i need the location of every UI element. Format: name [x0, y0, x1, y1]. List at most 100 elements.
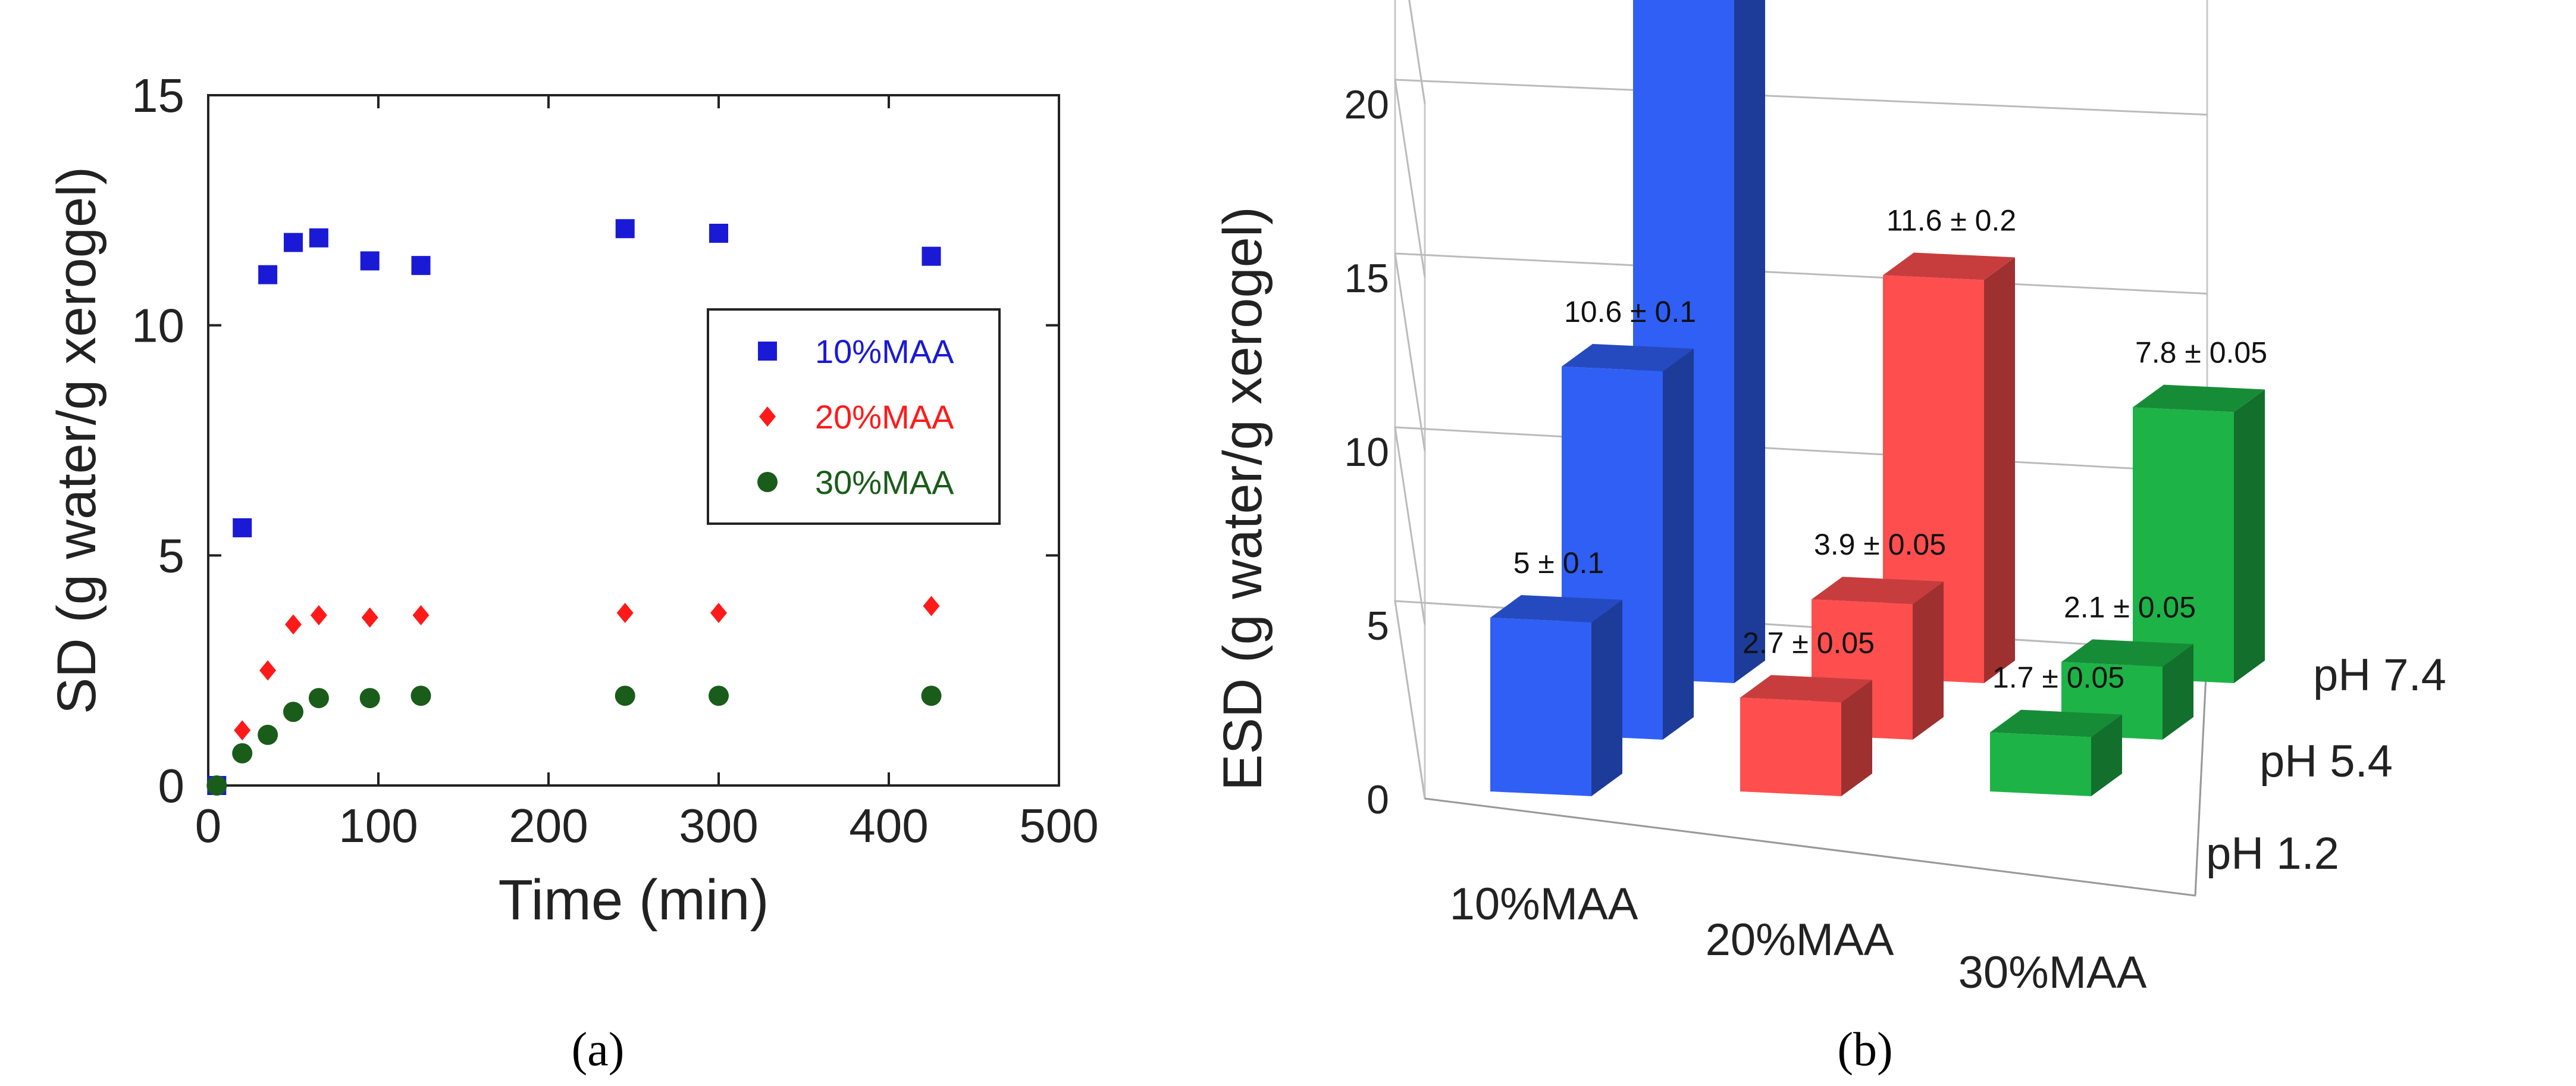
panel-a-scatter-chart: 0 100 200 300 400 500 0 5 10 15 10%MAA 20%MAA 30%MA… [46, 69, 1099, 1076]
y-tick-label: 15 [131, 69, 184, 122]
bar-side-face [2163, 644, 2193, 740]
y-axis-label: ESD (g water/g xerogel) [1212, 206, 1273, 791]
point-30%MAA [258, 724, 278, 745]
depth-category-label: pH 1.2 [2206, 828, 2339, 879]
bar-top-face [1740, 675, 1872, 703]
legend-box [707, 308, 1001, 525]
bar-side-face [1984, 257, 2015, 683]
data-label: 3.9 ± 0.05 [1814, 528, 1946, 561]
panel-label-b: (b) [1837, 1024, 1892, 1076]
plot-frame [207, 94, 1060, 787]
legend-marker-20%MAA [759, 406, 776, 427]
bar-front-face [1490, 618, 1591, 796]
y-tick-label: 10 [131, 299, 184, 352]
bar-top-face [1812, 577, 1944, 605]
axis-ticks: 0 100 200 300 400 500 0 5 10 15 [131, 69, 1099, 852]
side-wall [1394, 0, 1426, 799]
bar-side-face [2091, 714, 2122, 796]
bars [1490, 0, 2265, 796]
axis-ticks: 0 5 10 15 20 10%MAA 20%MAA 30%MAA pH 1.2 pH 5.4 pH… [1344, 82, 2446, 998]
bar-10%MAA-pH 1.2 [1490, 595, 1622, 796]
point-20%MAA [710, 603, 727, 623]
depth-category-label: pH 5.4 [2260, 736, 2393, 787]
bar-front-face [1990, 732, 2091, 796]
bar-front-face [2133, 407, 2234, 683]
bar-side-face [1734, 0, 1765, 683]
x-tick-label: 0 [195, 799, 222, 852]
bar-front-face [1740, 697, 1841, 796]
data-label: 2.7 ± 0.05 [1743, 626, 1875, 659]
point-30%MAA [615, 686, 635, 706]
panel-label-a: (a) [572, 1024, 625, 1076]
x-tick-label: 400 [849, 799, 928, 852]
point-10%MAA [922, 246, 941, 266]
x-axis-label: Time (min) [498, 868, 769, 932]
bar-top-face [2133, 384, 2265, 412]
point-10%MAA [411, 256, 431, 276]
data-label: 11.6 ± 0.2 [1886, 204, 2016, 237]
category-label: 20%MAA [1706, 915, 1894, 965]
data-label: 5 ± 0.1 [1513, 546, 1604, 580]
bar-side-face [1591, 600, 1622, 796]
legend: 10%MAA 20%MAA 30%MAA [707, 308, 1001, 525]
point-30%MAA [308, 688, 329, 709]
x-axis-line [1424, 797, 2196, 897]
bar-side-face [1841, 680, 1872, 796]
depth-axis-line [2194, 651, 2208, 896]
point-10%MAA [360, 251, 380, 271]
panel-b-3d-bar-chart: 0 5 10 15 20 10%MAA 20%MAA 30%MAA pH 1.2 pH 5.4 pH… [1212, 0, 2446, 1076]
legend-marker-30%MAA [757, 472, 778, 492]
point-30%MAA [232, 743, 253, 763]
y-tick-label: 0 [1367, 777, 1389, 822]
gridline [1408, 0, 1426, 104]
point-20%MAA [234, 720, 251, 741]
point-20%MAA [616, 603, 634, 623]
x-tick-label: 300 [679, 799, 758, 852]
legend-label: 10%MAA [815, 333, 954, 370]
data-points [206, 219, 942, 796]
y-tick-label: 15 [1344, 256, 1389, 301]
y-tick-label: 10 [1344, 430, 1389, 475]
gridline [1394, 79, 2208, 278]
point-30%MAA [283, 702, 303, 722]
point-20%MAA [923, 596, 940, 616]
category-label: 10%MAA [1450, 879, 1638, 929]
legend-label: 30%MAA [815, 464, 954, 501]
point-10%MAA [709, 224, 728, 243]
point-10%MAA [309, 228, 328, 248]
bar-30%MAA-pH 1.2 [1990, 709, 2122, 796]
point-30%MAA [410, 686, 431, 706]
bar-side-face [1913, 581, 1944, 740]
bar-30%MAA-pH 7.4 [2133, 384, 2265, 683]
y-tick-label: 0 [158, 759, 185, 812]
data-label: 10.6 ± 0.1 [1564, 295, 1696, 328]
bar-top-face [1883, 252, 2015, 280]
bar-top-face [1562, 343, 1694, 371]
point-30%MAA [359, 688, 380, 709]
legend-label: 20%MAA [815, 398, 954, 436]
bar-20%MAA-pH 1.2 [1740, 675, 1872, 796]
bar-top-face [1490, 595, 1622, 622]
bar-side-face [2234, 389, 2265, 683]
point-30%MAA [921, 686, 942, 706]
data-label: 1.7 ± 0.05 [1992, 661, 2124, 694]
bar-side-face [1663, 348, 1694, 740]
y-axis-label: SD (g water/g xerogel) [46, 167, 107, 714]
y-tick-label: 5 [158, 529, 185, 582]
x-tick-label: 100 [339, 799, 418, 852]
point-20%MAA [259, 660, 277, 681]
point-20%MAA [310, 605, 327, 625]
depth-category-label: pH 7.4 [2313, 650, 2446, 700]
point-20%MAA [412, 605, 430, 625]
point-10%MAA [233, 518, 252, 537]
data-label: 7.8 ± 0.05 [2135, 336, 2267, 369]
y-tick-label: 5 [1367, 603, 1389, 649]
legend-marker-10%MAA [758, 342, 777, 361]
point-30%MAA [206, 775, 227, 796]
bar-top-face [2061, 639, 2193, 667]
point-30%MAA [709, 686, 729, 706]
x-tick-label: 500 [1019, 799, 1098, 852]
x-tick-label: 200 [509, 799, 588, 852]
